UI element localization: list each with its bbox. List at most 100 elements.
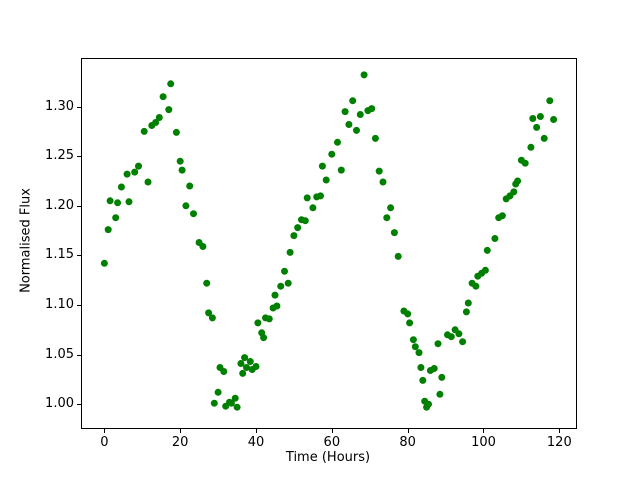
data-point bbox=[464, 299, 472, 307]
data-point bbox=[360, 71, 368, 79]
y-axis-label: Normalised Flux bbox=[18, 188, 34, 293]
data-point bbox=[159, 93, 167, 101]
data-point bbox=[438, 373, 446, 381]
data-point bbox=[379, 178, 387, 186]
data-point bbox=[182, 202, 190, 210]
x-axis-label: Time (Hours) bbox=[285, 450, 371, 465]
data-point bbox=[521, 159, 529, 167]
x-axis-tick-label: 120 bbox=[546, 435, 572, 450]
data-point bbox=[294, 224, 302, 232]
x-axis-tick-label: 0 bbox=[100, 435, 109, 450]
data-point bbox=[286, 248, 294, 256]
x-axis-tick bbox=[104, 429, 106, 433]
data-point bbox=[106, 197, 114, 205]
data-point bbox=[491, 235, 499, 242]
data-point bbox=[112, 214, 120, 222]
data-point bbox=[322, 176, 330, 184]
data-point bbox=[425, 400, 432, 408]
data-point bbox=[406, 319, 414, 327]
data-point bbox=[481, 266, 489, 274]
data-point bbox=[536, 113, 544, 120]
data-point bbox=[317, 192, 324, 200]
x-axis-tick bbox=[407, 429, 409, 433]
data-point bbox=[318, 162, 326, 170]
data-point bbox=[353, 126, 360, 134]
y-axis-tick-label: 1.30 bbox=[45, 98, 74, 114]
data-point bbox=[415, 349, 423, 357]
data-point bbox=[220, 368, 228, 375]
data-point bbox=[409, 336, 417, 344]
y-axis-tick bbox=[77, 305, 81, 306]
x-axis-tick-label: 20 bbox=[171, 435, 189, 450]
data-point bbox=[165, 106, 173, 114]
data-point bbox=[172, 128, 180, 136]
data-point bbox=[203, 279, 211, 287]
data-point bbox=[135, 162, 142, 170]
data-point bbox=[383, 214, 391, 222]
data-point bbox=[277, 282, 285, 290]
data-point bbox=[345, 121, 353, 128]
data-point bbox=[459, 338, 467, 346]
scatter-series bbox=[100, 71, 558, 411]
data-point bbox=[356, 111, 364, 118]
data-point bbox=[533, 123, 541, 131]
y-axis-tick bbox=[77, 205, 81, 207]
data-point bbox=[205, 309, 213, 317]
data-point bbox=[252, 363, 260, 370]
x-axis-tick-label: 40 bbox=[247, 435, 265, 450]
data-point bbox=[186, 182, 194, 190]
data-point bbox=[246, 358, 254, 365]
data-point bbox=[100, 259, 108, 267]
data-point bbox=[260, 334, 268, 342]
data-point bbox=[273, 302, 281, 310]
y-axis-tick bbox=[77, 354, 81, 356]
data-point bbox=[529, 115, 537, 122]
data-point bbox=[284, 279, 292, 287]
data-point bbox=[190, 210, 197, 218]
data-point bbox=[514, 177, 522, 185]
data-point bbox=[243, 364, 250, 371]
data-point bbox=[341, 108, 349, 116]
data-point bbox=[303, 194, 311, 202]
data-point bbox=[387, 204, 395, 212]
y-axis-tick-label: 1.10 bbox=[45, 297, 74, 312]
data-point bbox=[436, 390, 444, 398]
data-point bbox=[540, 134, 548, 142]
data-point bbox=[155, 114, 163, 121]
data-point bbox=[328, 150, 336, 158]
x-axis-tick bbox=[256, 429, 258, 433]
data-point bbox=[394, 252, 402, 260]
data-point bbox=[368, 105, 376, 113]
data-point bbox=[419, 376, 427, 384]
data-point bbox=[349, 97, 357, 105]
data-point bbox=[239, 369, 247, 377]
data-point bbox=[117, 183, 125, 191]
data-point bbox=[152, 119, 160, 126]
data-point bbox=[527, 143, 535, 151]
y-axis-tick-label: 1.15 bbox=[45, 247, 74, 263]
data-point bbox=[462, 308, 470, 316]
y-axis-tick-label: 1.00 bbox=[45, 396, 74, 412]
data-point bbox=[510, 188, 518, 196]
plot-area bbox=[81, 58, 577, 429]
x-axis-tick-label: 60 bbox=[323, 435, 341, 450]
data-point bbox=[227, 399, 235, 407]
y-axis-tick bbox=[77, 404, 81, 406]
data-point bbox=[231, 394, 239, 402]
data-point bbox=[114, 199, 122, 207]
data-point bbox=[455, 330, 463, 338]
x-axis-tick bbox=[331, 429, 333, 433]
data-point bbox=[498, 212, 506, 220]
data-point bbox=[417, 364, 425, 371]
y-axis-tick-label: 1.20 bbox=[45, 197, 74, 213]
data-point bbox=[434, 340, 442, 348]
data-point bbox=[301, 217, 309, 225]
y-axis-tick-label: 1.25 bbox=[45, 148, 74, 164]
data-point bbox=[309, 204, 317, 212]
data-point bbox=[178, 166, 186, 174]
data-point bbox=[411, 343, 419, 351]
x-axis-tick bbox=[180, 429, 182, 433]
data-point bbox=[140, 127, 148, 135]
data-point bbox=[265, 315, 273, 323]
